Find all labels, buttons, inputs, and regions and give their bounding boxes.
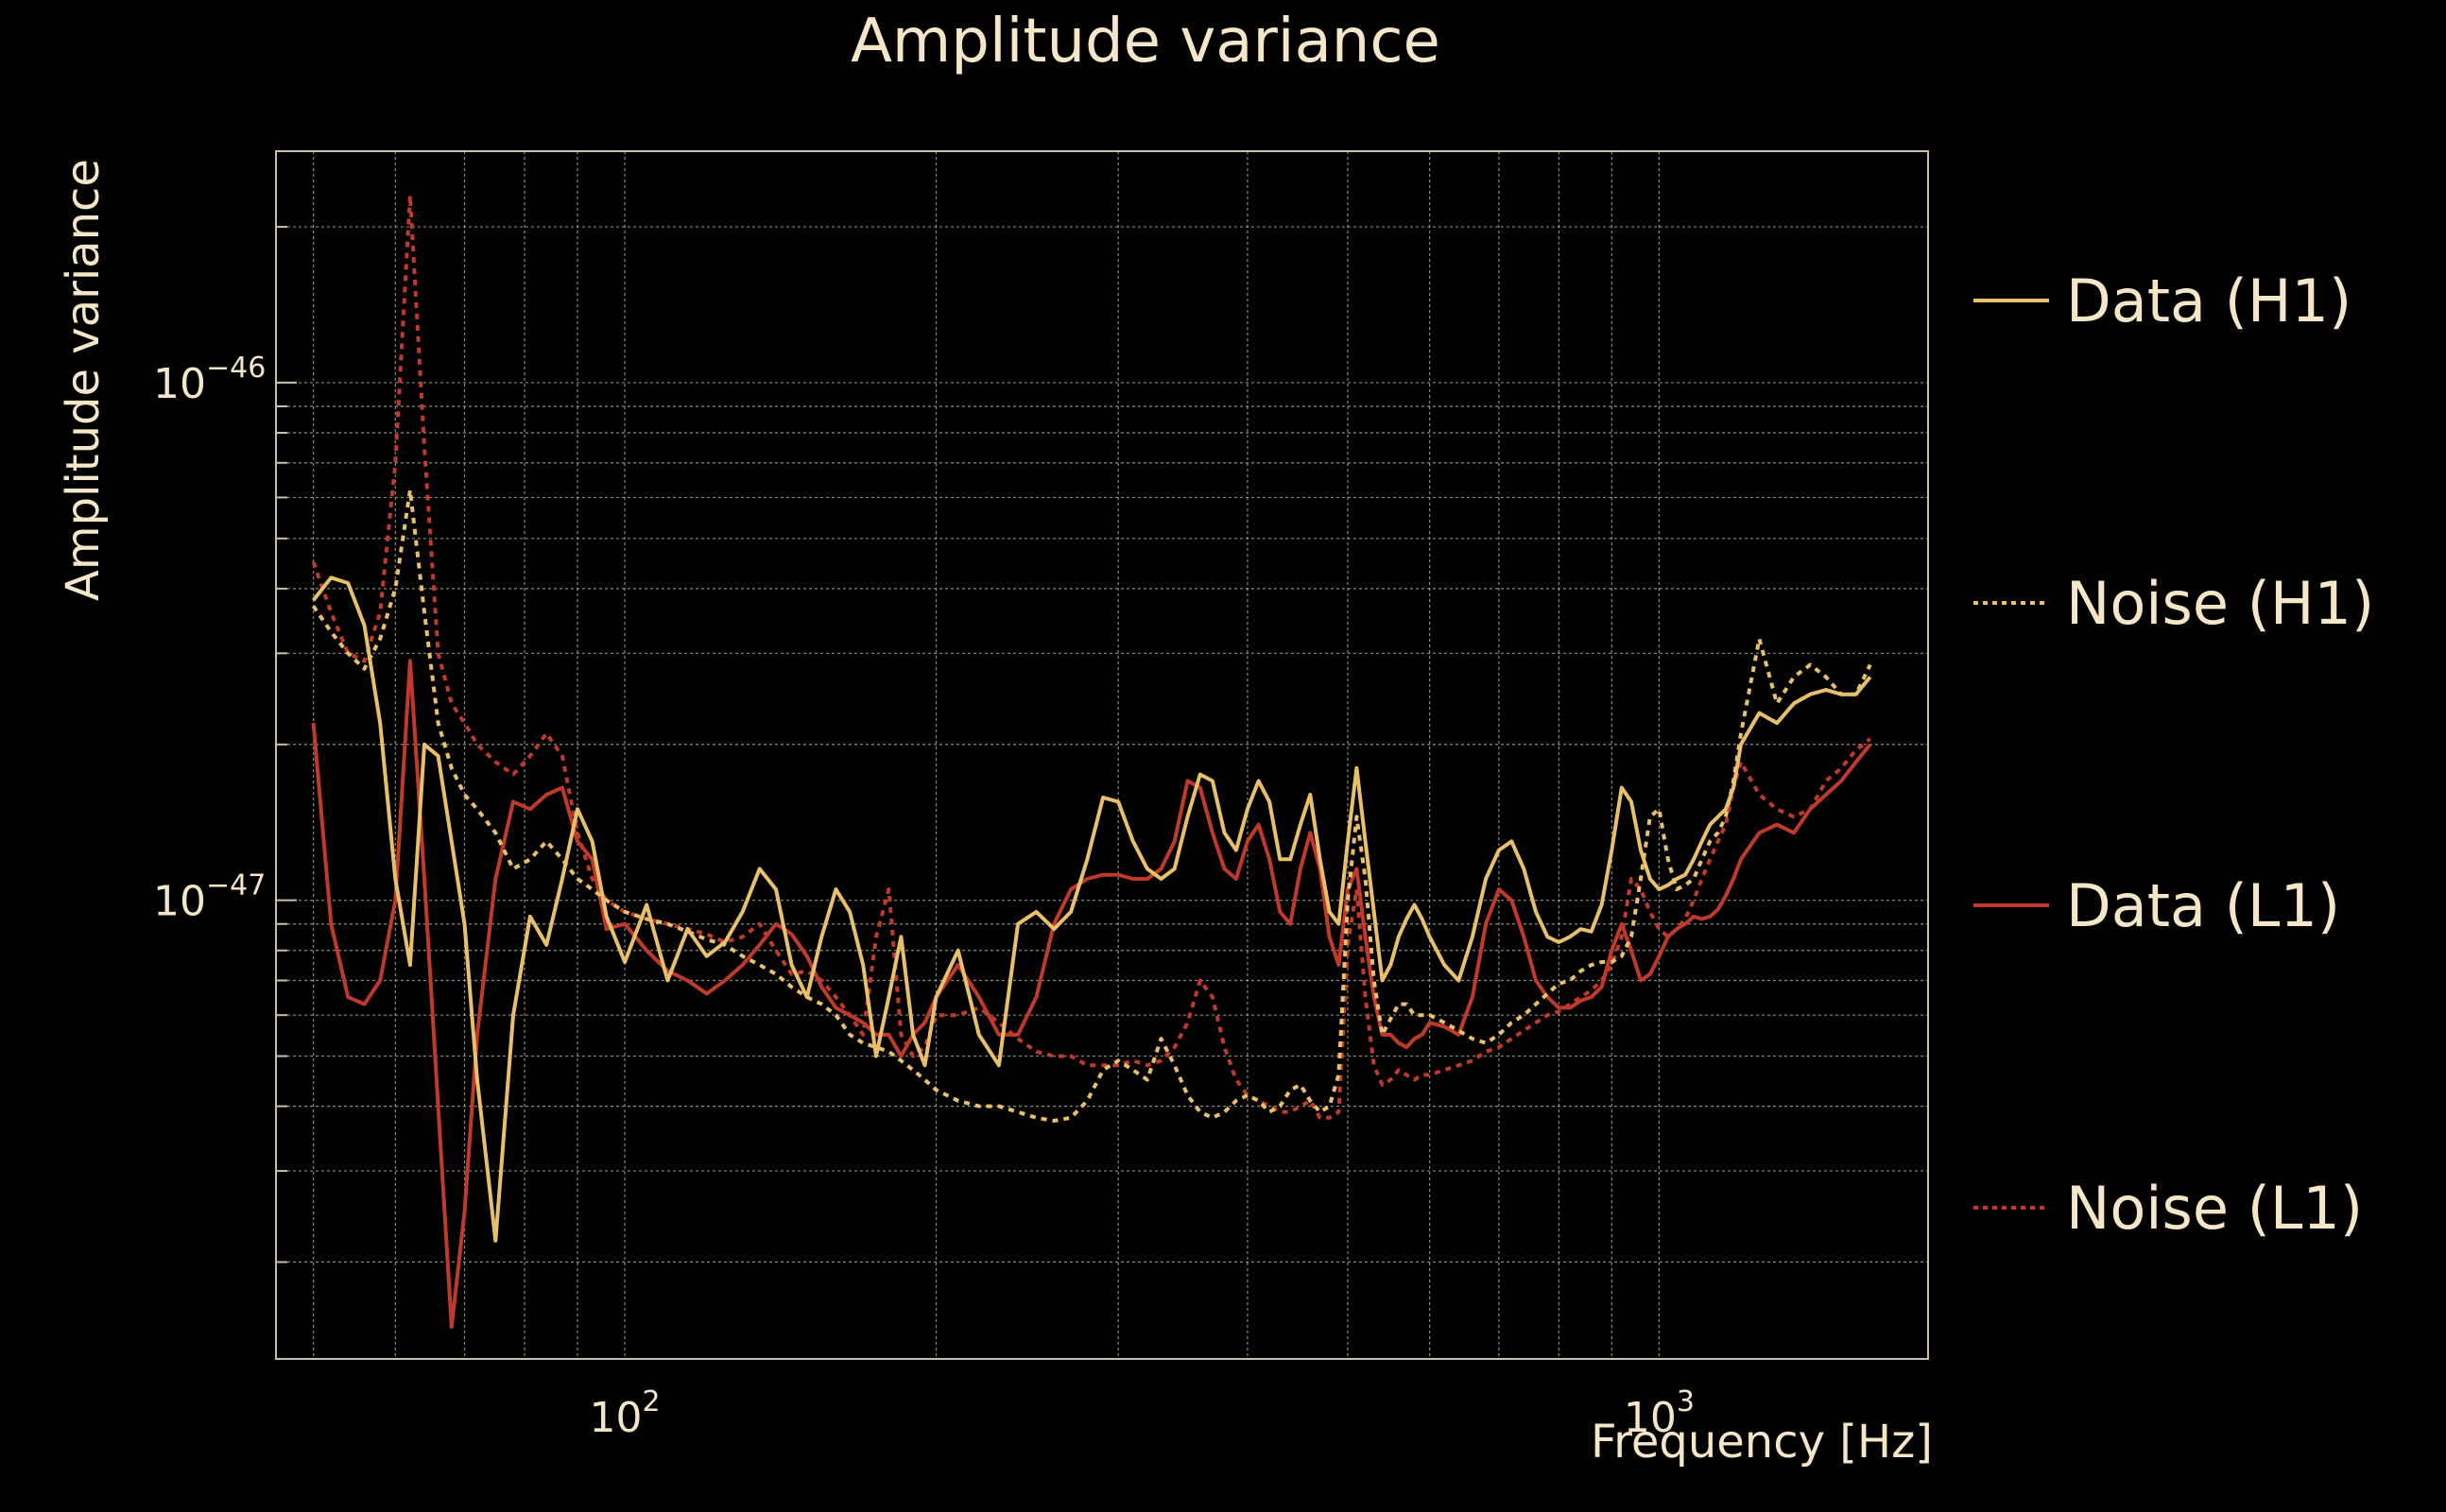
x-tick-base: 10 [1624,1394,1677,1442]
x-tick-label: 102 [590,1385,661,1442]
legend: Data (H1) Noise (H1) Data (L1) Noise (L1) [1973,266,2374,1243]
y-tick-base: 10 [153,878,206,926]
x-tick-base: 10 [590,1394,643,1442]
grid [276,151,1928,1359]
series-layer [311,193,1872,1329]
x-tick-label: 103 [1624,1385,1695,1442]
y-tick-exponent: −46 [206,352,266,385]
x-axis-label: Frequency [Hz] [1591,1416,1933,1469]
y-tick-exponent: −47 [206,869,266,902]
legend-label: Data (H1) [2066,266,2351,335]
x-tick-exponent: 3 [1677,1385,1695,1418]
series-line-data-h1 [312,576,1872,1243]
y-tick-base: 10 [153,360,206,408]
y-axis-label: Amplitude variance [57,159,110,601]
legend-label: Data (L1) [2066,871,2340,940]
x-tick-labels: 102 103 [590,1385,1695,1442]
y-tick-label: 10−46 [153,352,266,408]
plot-frame [275,150,1929,1360]
chart-title: Amplitude variance [851,7,1440,77]
y-tick-label: 10−47 [153,869,266,926]
legend-label: Noise (L1) [2066,1174,2363,1243]
series-line-data-l1 [311,659,1872,1329]
legend-label: Noise (H1) [2066,569,2374,638]
x-tick-exponent: 2 [643,1385,661,1418]
series-line-noise-l1 [311,193,1872,1120]
